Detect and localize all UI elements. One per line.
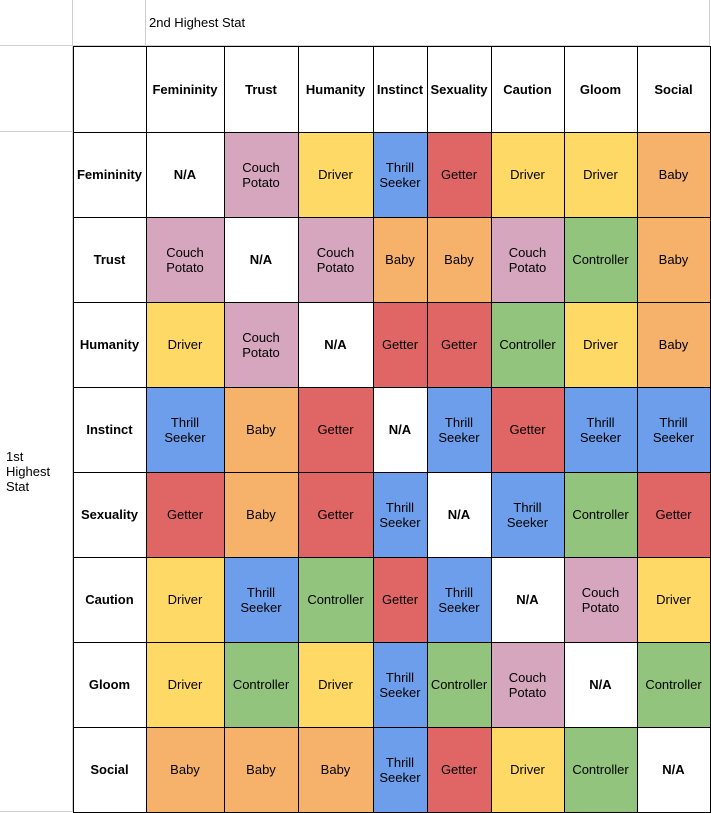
- matrix-cell[interactable]: Baby: [636, 131, 711, 218]
- matrix-cell[interactable]: Couch Potato: [490, 641, 565, 728]
- matrix-cell[interactable]: Baby: [223, 726, 299, 813]
- matrix-cell[interactable]: Controller: [563, 216, 638, 303]
- matrix-cell[interactable]: Driver: [145, 301, 225, 388]
- matrix-cell[interactable]: Getter: [372, 301, 428, 388]
- matrix-cell[interactable]: Controller: [636, 641, 711, 728]
- matrix-cell[interactable]: Driver: [490, 726, 565, 813]
- matrix-cell[interactable]: Getter: [372, 556, 428, 643]
- matrix-cell[interactable]: N/A: [636, 726, 711, 813]
- matrix-cell[interactable]: Driver: [636, 556, 711, 643]
- matrix-cell[interactable]: Getter: [426, 301, 492, 388]
- matrix-cell[interactable]: Baby: [297, 726, 374, 813]
- matrix-cell[interactable]: Baby: [223, 386, 299, 473]
- column-header-humanity[interactable]: Humanity: [297, 45, 374, 133]
- matrix-cell[interactable]: Couch Potato: [563, 556, 638, 643]
- column-header-gloom[interactable]: Gloom: [563, 45, 638, 133]
- matrix-cell[interactable]: N/A: [563, 641, 638, 728]
- row-axis-label[interactable]: 1st Highest Stat: [0, 132, 73, 812]
- column-header-social[interactable]: Social: [636, 45, 711, 133]
- matrix-corner-cell[interactable]: [72, 45, 147, 133]
- matrix-cell[interactable]: Thrill Seeker: [372, 641, 428, 728]
- matrix-cell[interactable]: Getter: [426, 131, 492, 218]
- matrix-cell[interactable]: Couch Potato: [145, 216, 225, 303]
- matrix-cell[interactable]: Driver: [145, 556, 225, 643]
- matrix-cell[interactable]: Thrill Seeker: [426, 386, 492, 473]
- matrix-cell[interactable]: Couch Potato: [223, 131, 299, 218]
- blank-cell[interactable]: [73, 0, 146, 46]
- column-header-trust[interactable]: Trust: [223, 45, 299, 133]
- matrix-cell[interactable]: Couch Potato: [297, 216, 374, 303]
- matrix-cell[interactable]: Baby: [223, 471, 299, 558]
- matrix-cell[interactable]: Driver: [297, 641, 374, 728]
- matrix-cell[interactable]: Controller: [426, 641, 492, 728]
- matrix-cell[interactable]: N/A: [297, 301, 374, 388]
- matrix-cell[interactable]: Controller: [563, 726, 638, 813]
- matrix-cell[interactable]: Baby: [636, 216, 711, 303]
- matrix-cell[interactable]: Thrill Seeker: [490, 471, 565, 558]
- row-header-social[interactable]: Social: [72, 726, 147, 813]
- matrix-cell[interactable]: Couch Potato: [490, 216, 565, 303]
- matrix-cell[interactable]: Driver: [563, 131, 638, 218]
- matrix-cell[interactable]: Getter: [426, 726, 492, 813]
- column-header-sexuality[interactable]: Sexuality: [426, 45, 492, 133]
- row-header-gloom[interactable]: Gloom: [72, 641, 147, 728]
- matrix-cell[interactable]: Getter: [297, 386, 374, 473]
- matrix-cell[interactable]: Baby: [426, 216, 492, 303]
- matrix-cell[interactable]: Driver: [490, 131, 565, 218]
- row-header-humanity[interactable]: Humanity: [72, 301, 147, 388]
- matrix-cell[interactable]: Thrill Seeker: [372, 131, 428, 218]
- matrix-cell[interactable]: Getter: [636, 471, 711, 558]
- matrix-cell[interactable]: Thrill Seeker: [145, 386, 225, 473]
- matrix-cell[interactable]: Driver: [297, 131, 374, 218]
- matrix-cell[interactable]: N/A: [145, 131, 225, 218]
- row-header-sexuality[interactable]: Sexuality: [72, 471, 147, 558]
- matrix-cell[interactable]: Driver: [563, 301, 638, 388]
- matrix-cell[interactable]: Couch Potato: [223, 301, 299, 388]
- row-header-instinct[interactable]: Instinct: [72, 386, 147, 473]
- matrix-cell[interactable]: N/A: [223, 216, 299, 303]
- matrix-cell[interactable]: Baby: [372, 216, 428, 303]
- matrix-cell[interactable]: Controller: [563, 471, 638, 558]
- matrix-cell[interactable]: Thrill Seeker: [372, 726, 428, 813]
- corner-cell[interactable]: [0, 0, 73, 46]
- matrix-cell[interactable]: Thrill Seeker: [372, 471, 428, 558]
- matrix-cell[interactable]: N/A: [372, 386, 428, 473]
- matrix-cell[interactable]: Baby: [636, 301, 711, 388]
- matrix-cell[interactable]: Getter: [145, 471, 225, 558]
- column-header-caution[interactable]: Caution: [490, 45, 565, 133]
- matrix-cell[interactable]: Controller: [490, 301, 565, 388]
- matrix-cell[interactable]: Baby: [145, 726, 225, 813]
- row-header-trust[interactable]: Trust: [72, 216, 147, 303]
- matrix-cell[interactable]: Driver: [145, 641, 225, 728]
- row-header-femininity[interactable]: Femininity: [72, 131, 147, 218]
- column-header-femininity[interactable]: Femininity: [145, 45, 225, 133]
- matrix-cell[interactable]: Thrill Seeker: [426, 556, 492, 643]
- matrix-cell[interactable]: Thrill Seeker: [636, 386, 711, 473]
- matrix-cell[interactable]: Getter: [490, 386, 565, 473]
- matrix-cell[interactable]: Thrill Seeker: [223, 556, 299, 643]
- matrix-cell[interactable]: Controller: [297, 556, 374, 643]
- row-header-caution[interactable]: Caution: [72, 556, 147, 643]
- matrix-cell[interactable]: Thrill Seeker: [563, 386, 638, 473]
- matrix-cell[interactable]: N/A: [490, 556, 565, 643]
- matrix-cell[interactable]: Getter: [297, 471, 374, 558]
- blank-cell[interactable]: [0, 46, 73, 132]
- matrix-cell[interactable]: N/A: [426, 471, 492, 558]
- column-header-instinct[interactable]: Instinct: [372, 45, 428, 133]
- col-axis-label[interactable]: 2nd Highest Stat: [146, 0, 710, 46]
- matrix-cell[interactable]: Controller: [223, 641, 299, 728]
